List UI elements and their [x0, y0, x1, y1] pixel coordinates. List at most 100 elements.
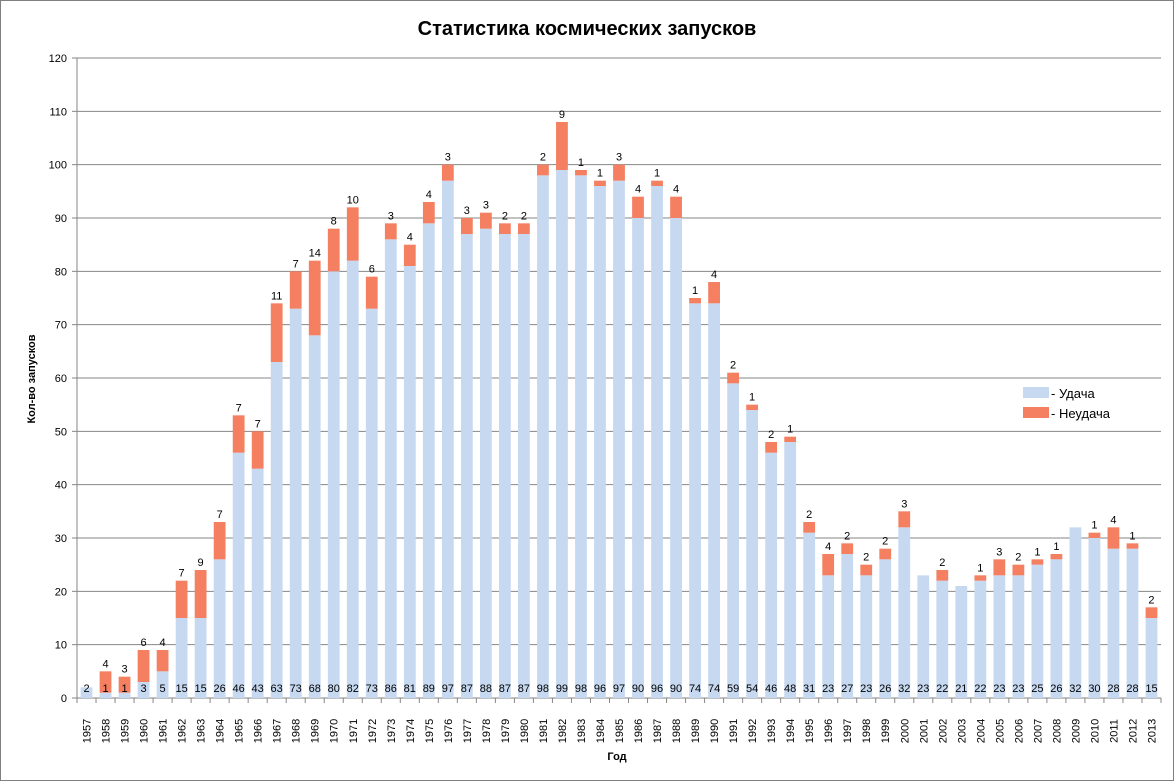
x-tick-label-1998: 1998: [861, 719, 873, 743]
label-failure-1986: 4: [635, 184, 641, 196]
legend: - Удача - Неудача: [1023, 386, 1111, 421]
label-success-1959: 1: [121, 683, 127, 695]
bar-success-2002: [936, 580, 949, 698]
bar-failure-1975: [422, 202, 435, 224]
x-tick-label-1978: 1978: [481, 719, 493, 743]
label-success-1968: 73: [290, 683, 302, 695]
bar-success-1994: [784, 442, 797, 698]
label-success-1965: 46: [233, 683, 245, 695]
x-tick-label-2011: 2011: [1108, 719, 1120, 743]
label-failure-1981: 2: [540, 152, 546, 164]
label-failure-2010: 1: [1091, 520, 1097, 532]
label-failure-1984: 1: [597, 168, 603, 180]
label-failure-2005: 3: [996, 546, 1002, 558]
x-tick-label-1960: 1960: [139, 719, 151, 743]
label-failure-1967: 11: [271, 290, 282, 302]
bar-failure-1967: [270, 303, 283, 362]
label-failure-2004: 1: [977, 562, 983, 574]
label-failure-1985: 3: [616, 152, 622, 164]
label-failure-1983: 1: [578, 157, 584, 169]
label-success-1996: 23: [822, 683, 834, 695]
legend-swatch-failure: [1023, 407, 1049, 418]
x-tick-label-2002: 2002: [937, 719, 949, 743]
label-success-2006: 23: [1012, 683, 1024, 695]
label-failure-1960: 6: [140, 637, 146, 649]
bar-failure-1958: [99, 671, 112, 693]
label-success-1993: 46: [765, 683, 777, 695]
bar-failure-1986: [632, 196, 644, 218]
bar-success-1996: [822, 575, 835, 698]
label-success-2000: 32: [898, 683, 910, 695]
label-success-1966: 43: [252, 683, 264, 695]
bar-success-1990: [708, 303, 720, 698]
x-tick-label-1982: 1982: [557, 719, 569, 743]
x-tick-label-1986: 1986: [633, 719, 645, 743]
bars: [80, 122, 1158, 699]
x-tick-label-1957: 1957: [82, 719, 94, 743]
x-tick-label-1979: 1979: [500, 719, 512, 743]
label-success-1982: 99: [556, 683, 568, 695]
x-tick-label-1992: 1992: [747, 719, 759, 743]
bar-failure-2012: [1126, 543, 1139, 549]
bar-failure-1979: [498, 223, 511, 234]
label-success-1969: 68: [309, 683, 321, 695]
label-success-1987: 96: [651, 683, 663, 695]
bar-success-1957: [80, 687, 93, 698]
label-success-1961: 5: [160, 683, 166, 695]
x-tick-label-1972: 1972: [367, 719, 379, 743]
label-failure-1971: 10: [347, 194, 359, 206]
chart-title: Статистика космических запусков: [418, 18, 757, 40]
x-tick-label-1974: 1974: [405, 719, 417, 743]
label-success-1986: 90: [632, 683, 644, 695]
x-tick-label-2000: 2000: [899, 719, 911, 743]
data-labels: 2 141336541571592674674376311737681480882…: [83, 109, 1157, 695]
label-success-1977: 87: [461, 683, 473, 695]
label-failure-1966: 7: [255, 418, 261, 430]
bar-success-1959: [118, 692, 131, 698]
bar-success-2007: [1031, 564, 1044, 698]
label-failure-1963: 9: [198, 557, 204, 569]
bar-success-1986: [632, 218, 644, 698]
bar-success-1969: [308, 335, 321, 698]
label-success-1962: 15: [175, 683, 187, 695]
label-success-1988: 90: [670, 683, 682, 695]
x-tick-label-1980: 1980: [519, 719, 531, 743]
label-failure-1998: 2: [863, 552, 869, 564]
label-failure-1987: 1: [654, 168, 660, 180]
label-success-1976: 97: [442, 683, 454, 695]
bar-success-1995: [803, 532, 816, 698]
bar-failure-1985: [613, 164, 625, 181]
x-tick-label-1962: 1962: [177, 719, 189, 743]
x-axis-label: Год: [607, 751, 626, 763]
label-failure-1990: 4: [711, 269, 717, 281]
bar-failure-1976: [441, 164, 454, 181]
bar-success-1975: [422, 223, 435, 699]
x-tick-label-1973: 1973: [386, 719, 398, 743]
label-failure-1958: 4: [102, 658, 108, 670]
label-success-1984: 96: [594, 683, 606, 695]
y-tick-label: 50: [55, 426, 67, 438]
x-tick-label-2013: 2013: [1146, 719, 1158, 743]
bar-success-1968: [289, 308, 302, 698]
y-tick-label: 30: [55, 533, 67, 545]
label-failure-1997: 2: [844, 530, 850, 542]
x-tick-label-1977: 1977: [462, 719, 474, 743]
y-tick-label: 90: [55, 213, 67, 225]
x-tick-label-1983: 1983: [576, 719, 588, 743]
label-failure-2012: 1: [1129, 530, 1135, 542]
label-success-1960: 3: [140, 683, 146, 695]
bar-failure-1991: [727, 372, 740, 384]
x-tick-label-1991: 1991: [728, 719, 740, 743]
label-failure-1975: 4: [426, 189, 432, 201]
bar-success-1962: [175, 618, 188, 698]
label-failure-1988: 4: [673, 184, 679, 196]
x-tick-label-2006: 2006: [1013, 719, 1025, 743]
x-tick-label-1970: 1970: [329, 719, 341, 743]
label-success-1957: 2: [83, 683, 89, 695]
bar-success-1991: [727, 383, 740, 698]
bar-success-1972: [365, 308, 378, 698]
label-failure-1965: 7: [236, 402, 242, 414]
label-failure-1989: 1: [692, 285, 698, 297]
bar-success-1997: [841, 554, 854, 698]
x-tick-label-2012: 2012: [1127, 719, 1139, 743]
